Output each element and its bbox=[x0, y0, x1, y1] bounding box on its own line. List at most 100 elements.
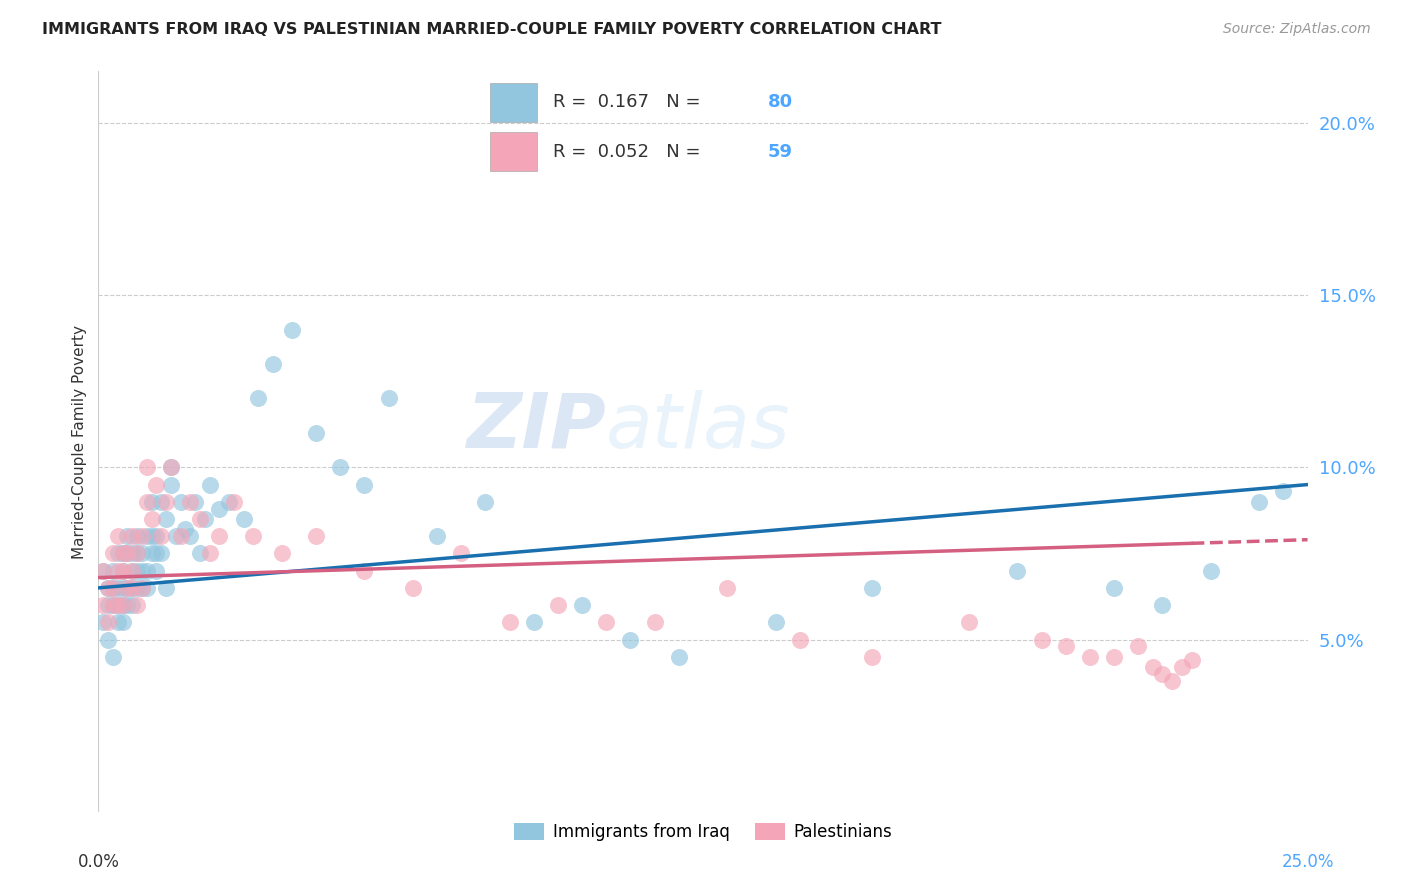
Point bbox=[131, 529, 153, 543]
Point bbox=[957, 615, 980, 630]
Point bbox=[165, 529, 187, 543]
Point bbox=[141, 529, 163, 543]
Point bbox=[101, 581, 124, 595]
Point bbox=[1007, 564, 1029, 578]
Text: atlas: atlas bbox=[606, 390, 790, 464]
Point bbox=[135, 581, 157, 595]
Point bbox=[169, 529, 191, 543]
Point bbox=[1152, 667, 1174, 681]
Point bbox=[222, 495, 245, 509]
Point bbox=[305, 529, 328, 543]
Point bbox=[281, 323, 304, 337]
Point bbox=[155, 495, 177, 509]
Point bbox=[97, 581, 120, 595]
Point bbox=[1152, 598, 1174, 612]
Point bbox=[107, 598, 129, 612]
Point bbox=[135, 495, 157, 509]
Point bbox=[188, 546, 211, 560]
Point bbox=[127, 546, 149, 560]
Point bbox=[860, 649, 883, 664]
Point bbox=[97, 615, 120, 630]
Point bbox=[547, 598, 569, 612]
Point bbox=[121, 546, 143, 560]
Point bbox=[121, 581, 143, 595]
Point bbox=[329, 460, 352, 475]
Point bbox=[1102, 581, 1125, 595]
Point bbox=[194, 512, 217, 526]
Point bbox=[174, 522, 197, 536]
Point bbox=[111, 581, 134, 595]
Point bbox=[111, 615, 134, 630]
Point bbox=[402, 581, 425, 595]
Point bbox=[117, 598, 139, 612]
Point bbox=[1199, 564, 1222, 578]
Point bbox=[145, 477, 167, 491]
Point bbox=[426, 529, 449, 543]
Point bbox=[242, 529, 264, 543]
Point bbox=[107, 529, 129, 543]
Point bbox=[91, 564, 114, 578]
Text: IMMIGRANTS FROM IRAQ VS PALESTINIAN MARRIED-COUPLE FAMILY POVERTY CORRELATION CH: IMMIGRANTS FROM IRAQ VS PALESTINIAN MARR… bbox=[42, 22, 942, 37]
Point bbox=[101, 581, 124, 595]
Point bbox=[1171, 660, 1194, 674]
Point bbox=[789, 632, 811, 647]
Point bbox=[117, 529, 139, 543]
Point bbox=[1249, 495, 1271, 509]
Point bbox=[1272, 484, 1295, 499]
Point bbox=[117, 581, 139, 595]
Point bbox=[111, 564, 134, 578]
Point bbox=[107, 581, 129, 595]
Point bbox=[135, 529, 157, 543]
Point bbox=[160, 460, 183, 475]
Point bbox=[1161, 673, 1184, 688]
Point bbox=[97, 632, 120, 647]
Point bbox=[91, 615, 114, 630]
Point bbox=[1078, 649, 1101, 664]
Point bbox=[117, 546, 139, 560]
Point bbox=[208, 529, 231, 543]
Point bbox=[644, 615, 666, 630]
Point bbox=[523, 615, 546, 630]
Point bbox=[111, 546, 134, 560]
Point bbox=[474, 495, 496, 509]
Point bbox=[145, 564, 167, 578]
Point bbox=[169, 495, 191, 509]
Point bbox=[232, 512, 254, 526]
Point bbox=[353, 564, 375, 578]
Point bbox=[101, 546, 124, 560]
Point bbox=[91, 564, 114, 578]
Point bbox=[117, 546, 139, 560]
Point bbox=[271, 546, 294, 560]
Point bbox=[131, 581, 153, 595]
Point bbox=[101, 649, 124, 664]
Point bbox=[765, 615, 787, 630]
Point bbox=[184, 495, 207, 509]
Point bbox=[150, 546, 173, 560]
Point bbox=[595, 615, 617, 630]
Point bbox=[198, 477, 221, 491]
Point bbox=[498, 615, 520, 630]
Point bbox=[247, 392, 270, 406]
Point bbox=[107, 564, 129, 578]
Point bbox=[141, 512, 163, 526]
Point bbox=[619, 632, 641, 647]
Point bbox=[145, 529, 167, 543]
Point bbox=[1031, 632, 1053, 647]
Point bbox=[131, 546, 153, 560]
FancyBboxPatch shape bbox=[489, 83, 537, 122]
Point bbox=[97, 598, 120, 612]
Point bbox=[1054, 640, 1077, 654]
Point bbox=[111, 598, 134, 612]
Point bbox=[1128, 640, 1150, 654]
Point bbox=[121, 581, 143, 595]
Point bbox=[160, 460, 183, 475]
Text: 59: 59 bbox=[768, 143, 793, 161]
Point bbox=[135, 460, 157, 475]
Point bbox=[150, 495, 173, 509]
Point bbox=[141, 495, 163, 509]
Point bbox=[716, 581, 738, 595]
Point bbox=[131, 581, 153, 595]
Point bbox=[160, 477, 183, 491]
Point bbox=[208, 501, 231, 516]
Point bbox=[450, 546, 472, 560]
